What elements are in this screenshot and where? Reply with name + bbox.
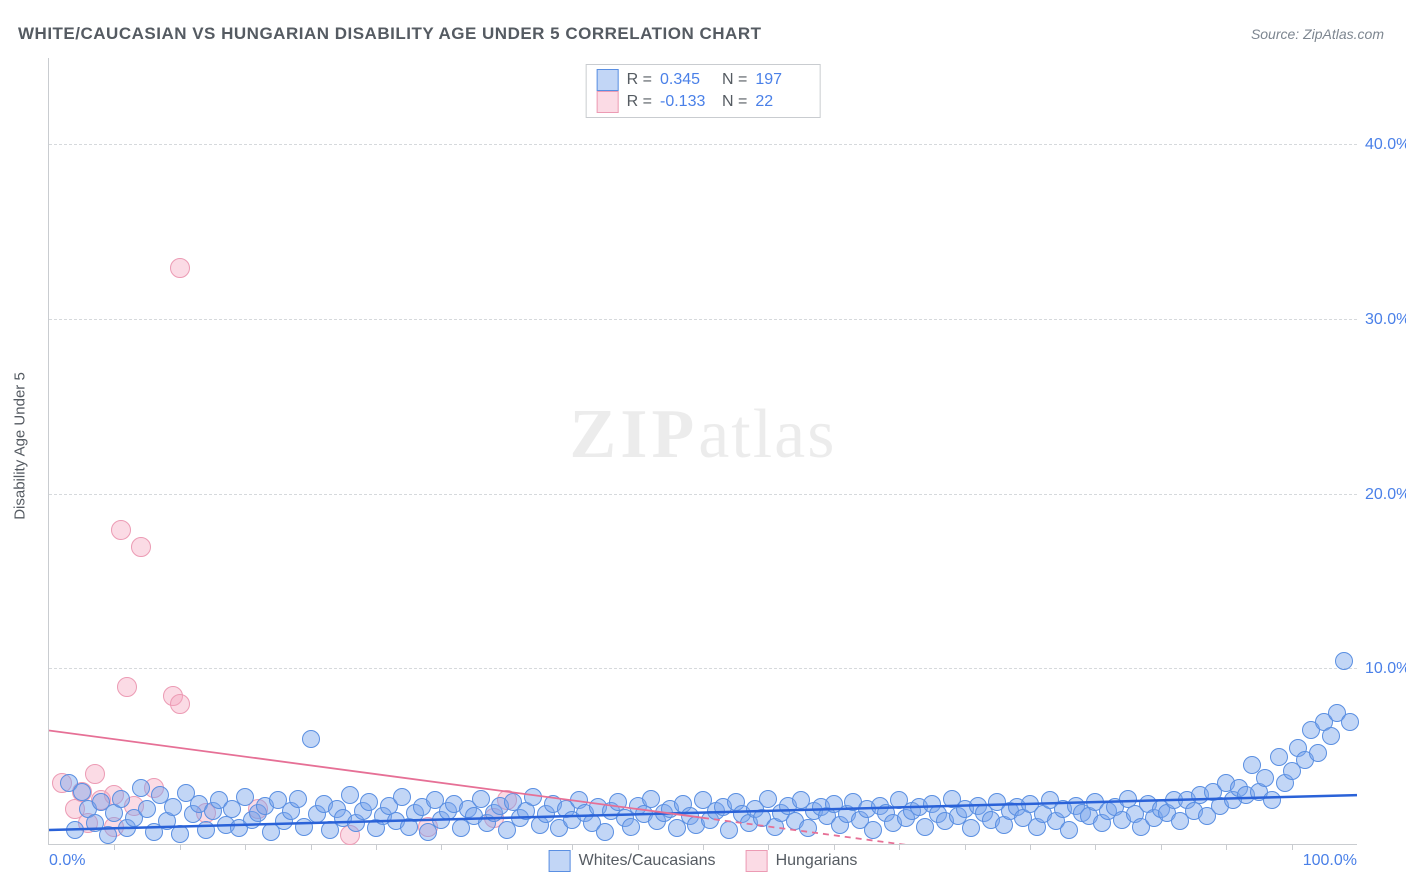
r-label: R = (627, 93, 652, 111)
data-point-blue (236, 788, 254, 806)
data-point-blue (962, 819, 980, 837)
legend-label-blue: Whites/Caucasians (579, 852, 716, 870)
gridline (49, 494, 1357, 495)
stats-row-pink: R = -0.133 N = 22 (597, 91, 810, 113)
y-tick-label: 20.0% (1365, 486, 1406, 504)
n-label: N = (722, 93, 747, 111)
x-tick-minor (507, 844, 508, 850)
data-point-blue (393, 788, 411, 806)
n-value-pink: 22 (755, 93, 809, 111)
data-point-blue (524, 788, 542, 806)
r-value-pink: -0.133 (660, 93, 714, 111)
gridline (49, 668, 1357, 669)
data-point-blue (1060, 821, 1078, 839)
x-tick-minor (1030, 844, 1031, 850)
legend-item-blue: Whites/Caucasians (549, 850, 716, 872)
x-tick-minor (114, 844, 115, 850)
data-point-blue (171, 825, 189, 843)
data-point-pink (85, 764, 105, 784)
x-tick-minor (768, 844, 769, 850)
legend: Whites/Caucasians Hungarians (549, 850, 858, 872)
data-point-pink (170, 694, 190, 714)
r-label: R = (627, 71, 652, 89)
watermark-atlas: atlas (698, 396, 836, 473)
source-credit: Source: ZipAtlas.com (1251, 26, 1384, 42)
y-tick-label: 10.0% (1365, 660, 1406, 678)
x-tick-minor (638, 844, 639, 850)
chart-title: WHITE/CAUCASIAN VS HUNGARIAN DISABILITY … (18, 24, 761, 44)
data-point-blue (164, 798, 182, 816)
data-point-blue (289, 790, 307, 808)
x-tick-minor (180, 844, 181, 850)
x-tick-minor (1161, 844, 1162, 850)
x-tick-max: 100.0% (1303, 852, 1357, 870)
x-tick-minor (965, 844, 966, 850)
legend-swatch-pink (746, 850, 768, 872)
data-point-blue (799, 819, 817, 837)
data-point-blue (1263, 791, 1281, 809)
data-point-blue (1309, 744, 1327, 762)
y-tick-label: 30.0% (1365, 311, 1406, 329)
data-point-blue (596, 823, 614, 841)
data-point-blue (720, 821, 738, 839)
data-point-blue (132, 779, 150, 797)
data-point-blue (1341, 713, 1359, 731)
data-point-blue (1322, 727, 1340, 745)
data-point-blue (341, 786, 359, 804)
x-tick-minor (572, 844, 573, 850)
gridline (49, 319, 1357, 320)
x-tick-min: 0.0% (49, 852, 85, 870)
watermark: ZIPatlas (570, 395, 837, 475)
x-tick-minor (834, 844, 835, 850)
x-tick-minor (245, 844, 246, 850)
x-tick-minor (703, 844, 704, 850)
x-tick-minor (311, 844, 312, 850)
x-tick-minor (376, 844, 377, 850)
x-tick-minor (1226, 844, 1227, 850)
data-point-blue (112, 790, 130, 808)
legend-item-pink: Hungarians (746, 850, 858, 872)
scatter-plot-area: ZIPatlas R = 0.345 N = 197 R = -0.133 N … (48, 58, 1357, 845)
data-point-pink (117, 677, 137, 697)
data-point-pink (111, 520, 131, 540)
data-point-pink (170, 258, 190, 278)
gridline (49, 144, 1357, 145)
data-point-blue (73, 783, 91, 801)
data-point-blue (138, 800, 156, 818)
data-point-blue (99, 826, 117, 844)
x-tick-minor (899, 844, 900, 850)
r-value-blue: 0.345 (660, 71, 714, 89)
data-point-blue (66, 821, 84, 839)
correlation-stats-box: R = 0.345 N = 197 R = -0.133 N = 22 (586, 64, 821, 118)
data-point-blue (302, 730, 320, 748)
y-tick-label: 40.0% (1365, 136, 1406, 154)
data-point-blue (864, 821, 882, 839)
x-tick-minor (1095, 844, 1096, 850)
stats-row-blue: R = 0.345 N = 197 (597, 69, 810, 91)
swatch-pink (597, 91, 619, 113)
y-axis-label: Disability Age Under 5 (12, 372, 29, 520)
x-tick-minor (1292, 844, 1293, 850)
data-point-blue (197, 821, 215, 839)
legend-label-pink: Hungarians (776, 852, 858, 870)
x-tick-minor (441, 844, 442, 850)
data-point-pink (131, 537, 151, 557)
swatch-blue (597, 69, 619, 91)
watermark-zip: ZIP (570, 396, 699, 473)
legend-swatch-blue (549, 850, 571, 872)
n-label: N = (722, 71, 747, 89)
data-point-blue (1256, 769, 1274, 787)
n-value-blue: 197 (755, 71, 809, 89)
data-point-blue (1335, 652, 1353, 670)
